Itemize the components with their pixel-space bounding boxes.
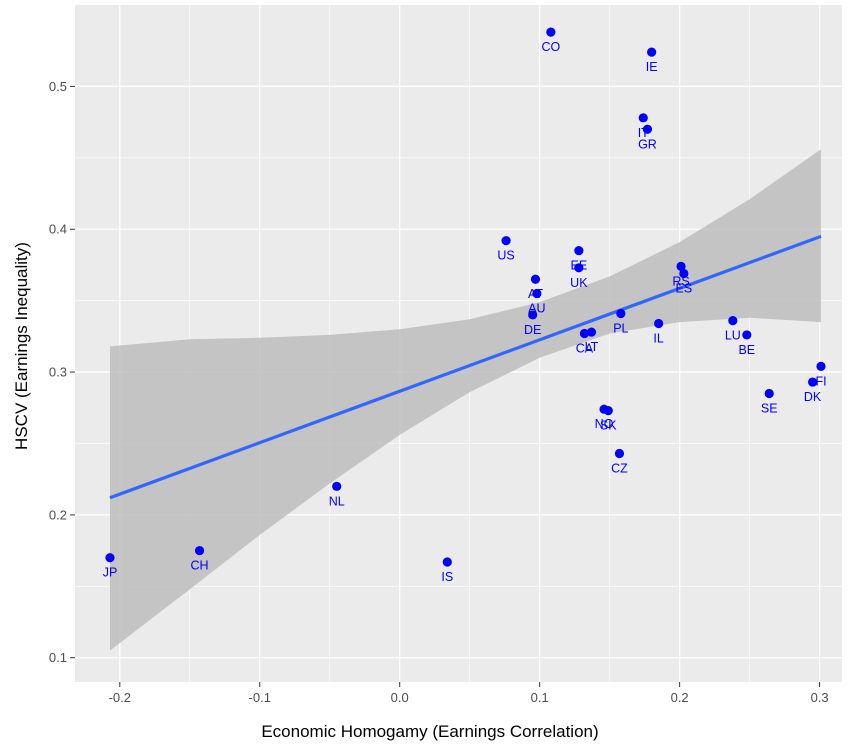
point-label-pl: PL [613,322,628,336]
x-tick-label: 0.2 [671,690,689,705]
point-label-co: CO [542,40,561,54]
y-axis-title: HSCV (Earnings Inequality) [12,242,31,450]
data-point-lu [728,316,738,326]
x-axis-ticks: -0.2 -0.1 0.0 0.1 0.2 0.3 [109,682,829,705]
point-label-fi: FI [815,374,826,388]
data-point-us [501,236,511,246]
point-label-it: IT [638,126,649,140]
data-point-dk [808,377,818,387]
x-tick-label: -0.1 [249,690,271,705]
data-point-sk [603,406,613,416]
data-points [105,27,826,567]
x-tick-label: -0.2 [109,690,131,705]
trend-line [109,234,822,500]
data-point-ca [579,328,590,339]
point-label-ee: EE [571,259,588,273]
point-label-no: NO [595,417,614,431]
data-point-at [530,274,541,284]
point-label-lu: LU [725,329,741,343]
point-label-dk: DK [804,390,822,404]
y-tick-label: 0.1 [49,650,67,665]
point-label-ch: CH [191,559,209,573]
data-point-nl [332,481,342,491]
point-label-sk: SK [600,419,617,433]
point-label-ca: CA [576,342,594,356]
point-label-nl: NL [329,494,345,508]
point-label-de: DE [524,323,541,337]
point-label-ie: IE [646,60,658,74]
point-label-us: US [497,249,514,263]
point-label-se: SE [761,401,778,415]
data-point-de [528,310,538,320]
data-point-gr [642,124,653,134]
y-tick-label: 0.5 [49,79,67,94]
point-label-uk: UK [570,276,588,290]
data-point-cz [614,448,625,459]
data-point-pl [616,308,626,319]
point-label-gr: GR [638,137,657,151]
data-point-se [764,388,774,399]
data-point-lt [586,327,597,337]
x-tick-label: 0.3 [811,690,829,705]
point-label-il: IL [653,332,663,346]
point-label-au: AU [528,302,545,316]
data-point-au [532,288,542,299]
confidence-band [110,149,821,651]
y-tick-label: 0.3 [49,365,67,380]
point-label-at: AT [528,287,543,301]
x-tick-label: 0.1 [531,690,549,705]
data-point-jp [105,553,115,563]
data-point-ch [194,545,205,556]
data-point-it [638,113,648,123]
y-tick-label: 0.2 [49,507,67,522]
data-point-ie [647,47,657,57]
point-label-be: BE [738,343,755,357]
y-tick-label: 0.4 [49,222,67,237]
data-point-co [546,27,556,37]
point-label-rs: RS [672,274,689,288]
point-label-lt: LT [585,340,599,354]
data-point-is [442,557,452,567]
x-axis-title: Economic Homogamy (Earnings Correlation) [261,722,598,741]
data-point-rs [676,261,686,271]
data-point-uk [574,263,584,273]
data-point-il [654,318,664,329]
y-axis-ticks: 0.1 0.2 0.3 0.4 0.5 [49,79,75,665]
point-label-cz: CZ [611,461,628,475]
data-point-be [742,330,752,340]
point-label-jp: JP [103,566,118,580]
point-label-is: IS [441,570,453,584]
data-point-es [679,268,689,279]
data-point-ee [574,246,584,256]
point-label-es: ES [675,282,692,296]
x-tick-label: 0.0 [391,690,409,705]
data-point-fi [816,361,826,371]
